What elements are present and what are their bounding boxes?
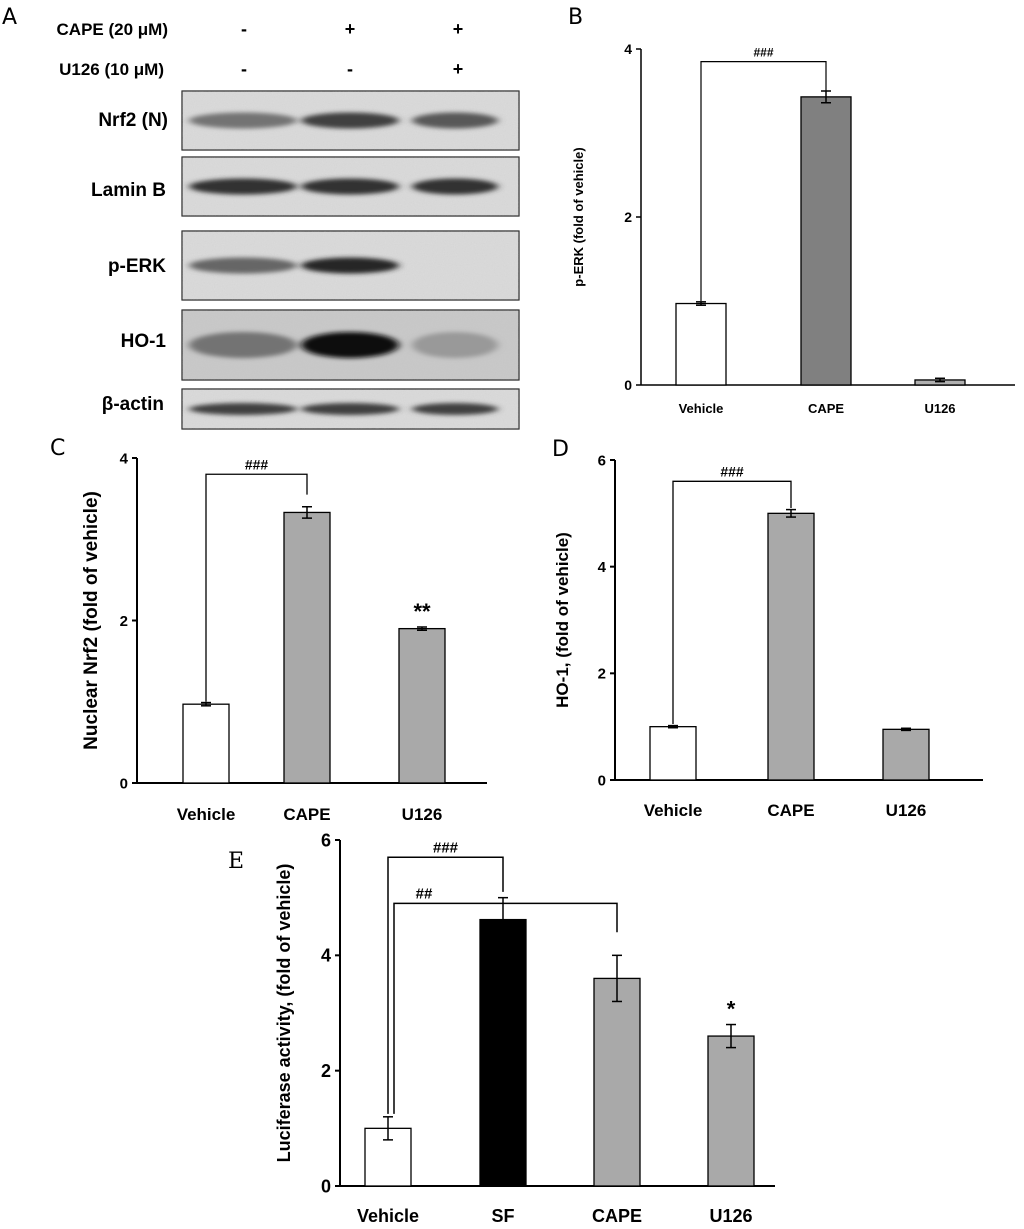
x-category-label: CAPE: [592, 1206, 642, 1226]
blot-band: [301, 403, 399, 415]
chart-d: 0 2 4 6 HO-1, (fold of vehicle) Vehicle CAPE U1…: [553, 452, 983, 820]
bar: [182, 703, 230, 784]
y-tick-label: 2: [321, 1061, 331, 1081]
blot-strip: [181, 156, 520, 217]
blot-band: [189, 178, 297, 195]
sign-cape-lane3: +: [453, 19, 464, 39]
x-category-label: Vehicle: [679, 401, 724, 416]
y-axis-label: HO-1, (fold of vehicle): [553, 532, 572, 708]
panel-label-a: A: [2, 5, 17, 30]
sign-cape-lane1: -: [241, 19, 247, 39]
blot-band: [301, 332, 399, 358]
y-axis-label: p-ERK (fold of vehicle): [571, 147, 586, 286]
significance-label: ###: [720, 463, 744, 479]
blot-band: [301, 112, 399, 129]
bar: [479, 918, 527, 1187]
condition-label-cape: CAPE (20 μM): [57, 20, 168, 39]
x-category-label: U126: [886, 801, 927, 820]
y-tick-label: 4: [624, 41, 632, 57]
blot-strip: [181, 90, 520, 151]
sign-u126-lane1: -: [241, 59, 247, 79]
y-tick-label: 2: [598, 666, 606, 683]
significance-bracket: [672, 480, 792, 724]
blot-strip: [181, 230, 520, 301]
blot-band: [189, 112, 297, 129]
blot-band: [412, 178, 498, 195]
sign-u126-lane3: +: [453, 59, 464, 79]
band-label-perk: p-ERK: [108, 256, 166, 277]
blot-band: [412, 112, 498, 129]
blot-band: [301, 178, 399, 195]
y-tick-label: 0: [120, 775, 128, 792]
x-category-label: Vehicle: [357, 1206, 419, 1226]
bar: [675, 302, 727, 386]
panel-label-d: D: [552, 437, 569, 462]
chart-e: 0 2 4 6 Luciferase activity, (fold of vehicl…: [274, 830, 775, 1226]
y-tick-label: 4: [120, 450, 129, 467]
condition-label-u126: U126 (10 μM): [59, 60, 164, 79]
y-tick-label: 4: [598, 559, 607, 576]
y-tick-label: 0: [598, 772, 606, 789]
panel-label-e: E: [228, 849, 244, 874]
blot-band: [301, 257, 399, 274]
significance-star: *: [727, 997, 736, 1022]
x-category-label: SF: [491, 1206, 514, 1226]
y-tick-label: 4: [321, 946, 331, 966]
significance-star: **: [413, 599, 431, 624]
significance-bracket: [393, 902, 618, 1114]
blot-band: [189, 332, 297, 358]
x-category-label: CAPE: [767, 801, 814, 820]
blot-band: [412, 332, 498, 358]
blot-panel: A CAPE (20 μM) U126 (10 μM) - + + - - + …: [2, 5, 520, 430]
y-axis-label: Nuclear Nrf2 (fold of vehicle): [81, 491, 102, 750]
bar: [398, 627, 446, 784]
blot-band: [189, 403, 297, 415]
blot-band: [189, 257, 297, 274]
band-label-ho1: HO-1: [121, 331, 167, 352]
y-axis-label: Luciferase activity, (fold of vehicle): [274, 864, 294, 1163]
panel-label-c: C: [50, 436, 65, 461]
blot-strip: [181, 388, 520, 430]
chart-b: 0 2 4 p-ERK (fold of vehicle) Vehicle CAPE U12…: [571, 41, 1015, 416]
bar: [707, 1035, 755, 1187]
sign-u126-lane2: -: [347, 59, 353, 79]
x-category-label: Vehicle: [177, 805, 236, 824]
sign-cape-lane2: +: [345, 19, 356, 39]
blot-strip: [181, 309, 520, 381]
significance-bracket: [205, 473, 308, 702]
blot-strips: [181, 90, 520, 430]
significance-label: ###: [245, 456, 269, 472]
y-tick-label: 6: [598, 452, 606, 469]
bar: [800, 96, 852, 386]
significance-label: ###: [433, 839, 459, 856]
x-category-label: U126: [709, 1206, 752, 1226]
panel-label-b: B: [568, 5, 583, 30]
x-category-label: CAPE: [283, 805, 330, 824]
significance-bracket: [387, 856, 504, 1114]
y-tick-label: 0: [321, 1176, 331, 1196]
bar: [649, 726, 697, 781]
band-label-nrf2: Nrf2 (N): [98, 110, 168, 131]
y-tick-label: 0: [624, 377, 632, 393]
y-tick-label: 2: [624, 209, 632, 225]
x-category-label: Vehicle: [644, 801, 703, 820]
x-category-label: CAPE: [808, 401, 844, 416]
significance-bracket: [700, 61, 827, 301]
band-label-laminb: Lamin B: [91, 180, 166, 201]
bar: [283, 511, 331, 784]
chart-c: 0 2 4 Nuclear Nrf2 (fold of vehicle) Vehicle…: [81, 450, 487, 824]
y-tick-label: 2: [120, 613, 128, 630]
y-tick-label: 6: [321, 830, 331, 850]
x-category-label: U126: [402, 805, 443, 824]
bar: [767, 512, 815, 781]
x-category-label: U126: [924, 401, 955, 416]
band-label-bactin: β-actin: [102, 394, 164, 415]
blot-band: [412, 403, 498, 415]
significance-label: ###: [753, 46, 773, 60]
significance-label: ##: [416, 885, 433, 902]
bar: [882, 728, 930, 781]
bar: [593, 977, 641, 1187]
